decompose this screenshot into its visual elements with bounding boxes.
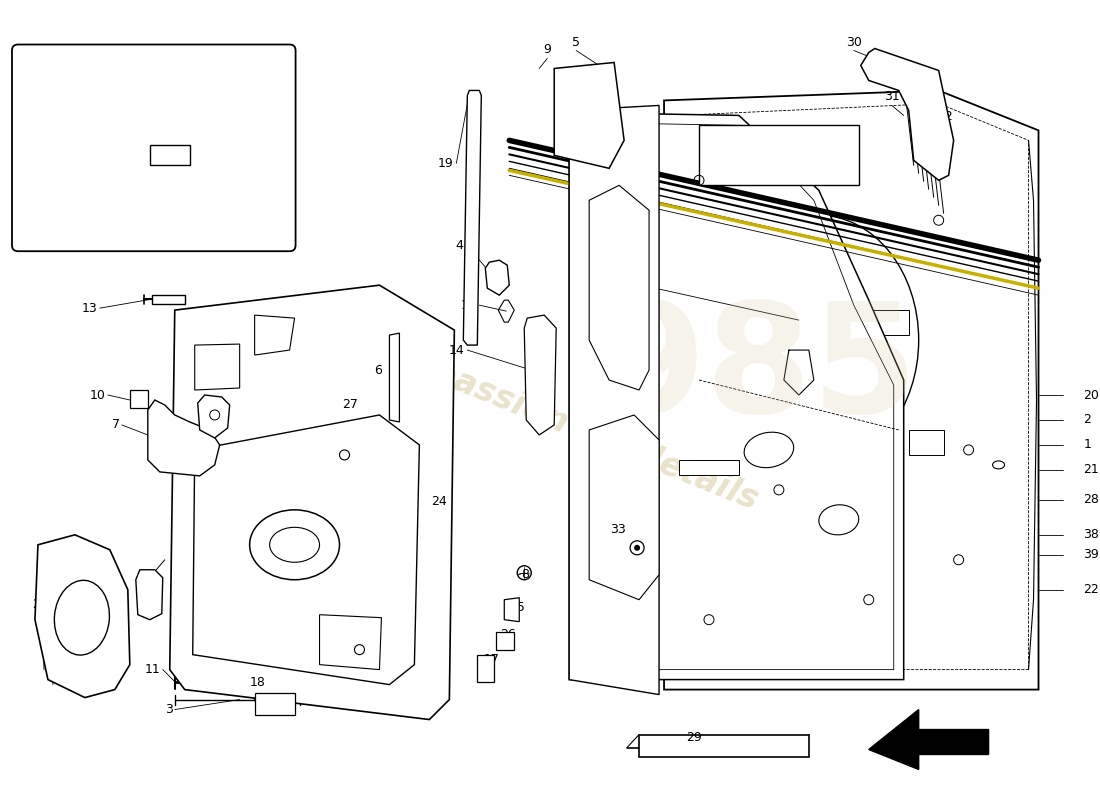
Text: 10: 10 [90,389,106,402]
Polygon shape [861,49,954,180]
Polygon shape [525,315,557,435]
Ellipse shape [818,505,859,535]
Text: 15: 15 [509,602,525,614]
Text: 25: 25 [39,598,55,611]
Polygon shape [554,62,624,168]
Text: 30: 30 [846,35,861,49]
Text: 3: 3 [165,703,173,716]
Text: 27: 27 [342,398,359,411]
Bar [698,126,859,186]
Text: 985: 985 [600,295,918,445]
Text: 6: 6 [375,363,383,377]
Text: 4: 4 [455,238,463,252]
Polygon shape [254,693,295,714]
Text: 32: 32 [937,110,953,123]
Polygon shape [590,186,649,390]
Polygon shape [135,570,163,620]
Polygon shape [869,710,989,770]
Text: 33: 33 [610,523,626,536]
Text: 24: 24 [431,495,448,508]
Text: 7: 7 [112,418,120,431]
Polygon shape [485,260,509,295]
Text: 14: 14 [449,343,464,357]
Polygon shape [463,90,482,345]
Polygon shape [192,415,419,685]
Polygon shape [639,734,808,758]
Bar [869,310,909,335]
FancyBboxPatch shape [12,45,296,251]
Bar [808,520,849,542]
Text: 22: 22 [1084,583,1099,596]
Text: a passion for details: a passion for details [395,343,763,517]
Bar [759,260,808,290]
Text: 17: 17 [483,653,499,666]
Polygon shape [198,395,230,438]
Polygon shape [569,106,659,694]
Polygon shape [664,90,1038,690]
Text: 39: 39 [1084,548,1099,562]
Text: 26: 26 [500,628,516,641]
Text: 27: 27 [377,554,394,566]
Polygon shape [569,113,904,679]
Ellipse shape [744,432,794,468]
Text: 13: 13 [82,302,98,314]
Polygon shape [477,654,494,682]
Bar [909,430,944,455]
Text: 5: 5 [572,35,580,49]
Text: 16: 16 [461,298,476,312]
Text: 38: 38 [1084,528,1099,542]
Text: 20: 20 [1084,389,1099,402]
Polygon shape [504,598,519,622]
Bar [679,460,739,475]
Text: 19: 19 [438,157,453,170]
Polygon shape [35,535,130,698]
Polygon shape [496,632,515,650]
Text: 9: 9 [543,43,551,57]
Text: 1: 1 [1084,438,1091,451]
Text: 28: 28 [1084,494,1099,506]
Text: 25: 25 [32,598,48,611]
Text: 11: 11 [145,663,161,676]
Text: 29: 29 [686,731,702,744]
Circle shape [634,545,640,550]
Text: 8: 8 [521,568,529,582]
Text: 23: 23 [96,149,112,162]
Polygon shape [147,400,220,476]
Polygon shape [590,415,659,600]
Polygon shape [169,285,454,719]
Text: 2: 2 [1084,414,1091,426]
Text: 31: 31 [883,90,900,103]
Text: 18: 18 [250,676,265,689]
Polygon shape [150,146,189,166]
Text: 21: 21 [1084,463,1099,476]
